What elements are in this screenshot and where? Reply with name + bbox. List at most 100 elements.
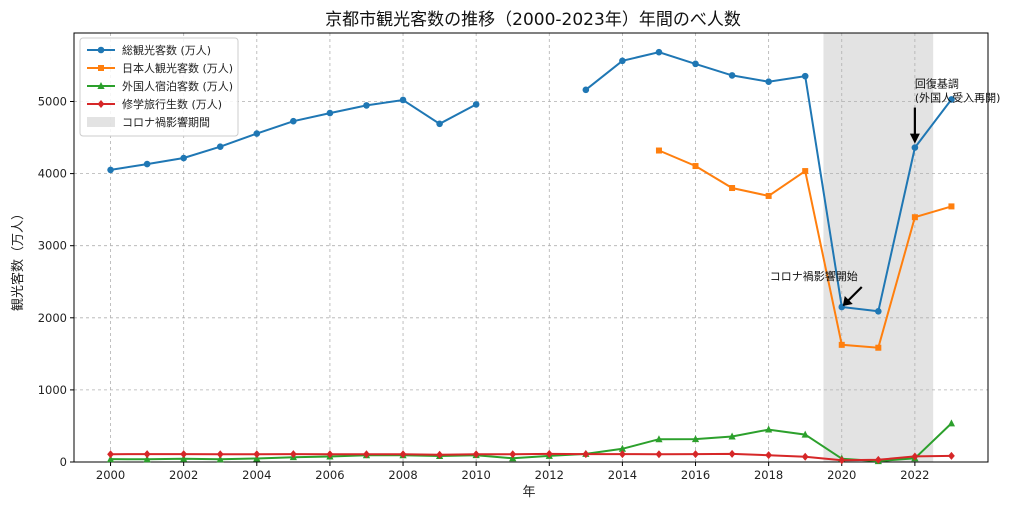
data-point [948,451,955,460]
legend-swatch [87,117,115,127]
data-point [436,450,443,459]
data-point [691,435,700,443]
data-point [472,101,480,108]
data-point [399,96,407,104]
annotation-arrowhead [909,133,920,144]
x-tick-label: 2014 [608,468,637,482]
data-point [728,449,736,458]
data-point [765,451,773,460]
annotation-covid-start: コロナ禍影響開始 [770,269,858,283]
annotation-recovery: 回復基調 [915,77,959,91]
data-point [801,452,809,461]
data-point [253,450,261,459]
data-point [180,450,188,459]
legend-label: 修学旅行生数 (万人) [122,97,222,111]
legend-entry: 修学旅行生数 (万人) [87,97,222,111]
legend-entry: 日本人観光客数 (万人) [87,61,233,75]
y-tick-label: 4000 [38,167,67,181]
data-point [106,455,115,463]
data-point [618,444,626,452]
series-line [110,452,952,462]
plot-area: 2000 2002 2004 2006 2008 2010 2012 2014 2016 2018… [38,32,1001,482]
data-point [143,455,151,463]
data-point [802,168,809,175]
x-tick-label: 2000 [96,468,125,482]
data-point [838,341,845,348]
data-point [728,432,736,440]
data-point [472,450,480,459]
series-line [110,422,953,463]
data-point [692,450,699,459]
data-point [947,419,956,427]
x-tick-label: 2022 [900,468,929,482]
axes-frame [73,32,989,463]
x-tick-label: 2010 [462,468,491,482]
data-point [289,450,297,459]
data-point [655,450,663,459]
data-point [948,96,955,103]
data-point [911,452,919,461]
data-point [143,450,151,459]
x-tick-label: 2018 [754,468,783,482]
legend-marker [97,46,105,54]
data-point [765,78,772,85]
x-tick-label: 2020 [827,468,856,482]
data-point [582,450,590,459]
series-4 [107,449,955,465]
y-tick-label: 5000 [38,94,67,108]
annotation-arrowhead [842,295,853,306]
data-point [911,214,918,221]
data-point [436,120,443,128]
y-tick-label: 3000 [38,239,67,253]
data-point [363,450,370,459]
y-axis-title: 観光客数（万人） [10,207,26,311]
legend-entry: 外国人宿泊客数 (万人) [87,79,233,93]
data-point [399,450,407,459]
data-point [107,450,114,459]
data-point [801,430,809,438]
data-point [509,450,517,459]
data-point [143,160,151,168]
data-point [765,192,772,199]
data-point [765,425,773,433]
legend-entry: コロナ禍影響期間 [87,115,210,129]
data-point [619,450,626,459]
legend-label: 総観光客数 (万人) [122,43,211,57]
data-point [875,344,882,351]
legend-box [79,37,239,137]
data-point [728,72,736,79]
data-point [655,435,663,443]
x-tick-label: 2008 [388,468,417,482]
data-point [948,203,955,210]
data-point [216,455,224,463]
data-point [216,450,224,459]
x-tick-label: 2004 [242,468,271,482]
annotation-recovery-note: (外国人受入再開) [915,92,1001,105]
x-tick-label: 2002 [169,468,198,482]
covid-shaded-region [823,33,934,462]
data-point [875,308,882,315]
data-point [216,143,224,151]
data-point [729,185,736,192]
data-point [253,130,261,137]
series-1 [107,48,955,315]
data-point [326,109,334,117]
x-tick-label: 2006 [315,468,344,482]
legend-marker [97,100,105,108]
data-point [874,455,882,464]
legend-label: 外国人宿泊客数 (万人) [122,79,233,93]
x-tick-label: 2016 [681,468,710,482]
chart-title: 京都市観光客数の推移（2000-2023年）年間のべ人数 [325,10,741,30]
legend-label: 日本人観光客数 (万人) [122,61,233,75]
legend: 総観光客数 (万人) 日本人観光客数 (万人) 外国人宿泊客数 (万人) 修学旅行生数… [79,37,239,137]
legend-marker [98,65,104,71]
data-point [655,48,663,56]
data-point [801,72,809,80]
legend-marker [97,82,105,89]
legend-label: コロナ禍影響期間 [122,115,210,129]
data-point [363,102,370,109]
data-point [582,86,590,94]
data-point [180,154,187,162]
